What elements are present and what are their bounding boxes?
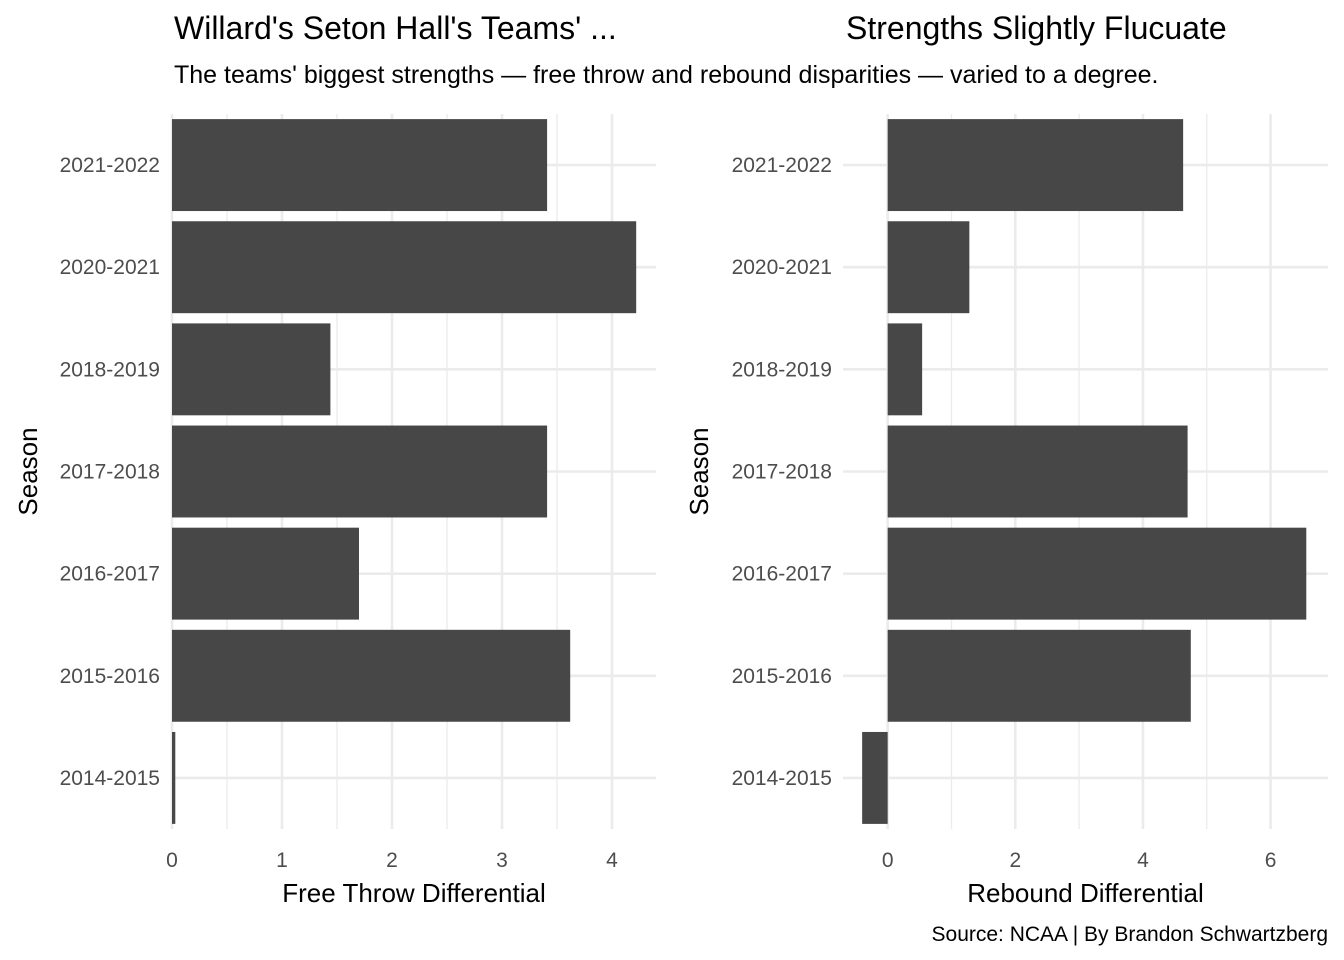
x-tick-label: 4 [606, 849, 618, 872]
bar-2020-2021 [887, 221, 970, 314]
bar-2018-2019 [887, 323, 923, 416]
bar-2018-2019 [172, 323, 331, 416]
title-left: Willard's Seton Hall's Teams' ... [174, 10, 617, 46]
caption: Source: NCAA | By Brandon Schwartzberg [932, 923, 1328, 946]
x-tick-label: 1 [276, 849, 288, 872]
y-tick-label: 2020-2021 [60, 256, 160, 279]
y-tick-label: 2018-2019 [732, 358, 832, 381]
bar-2021-2022 [887, 119, 1184, 212]
bar-2015-2016 [172, 629, 571, 722]
y-axis-title: Season [13, 427, 43, 515]
bar-2016-2017 [172, 527, 359, 620]
x-axis-title: Rebound Differential [967, 878, 1204, 908]
y-tick-label: 2014-2015 [60, 767, 160, 790]
x-tick-label: 4 [1137, 849, 1149, 872]
x-tick-label: 2 [386, 849, 398, 872]
subtitle: The teams' biggest strengths — free thro… [174, 61, 1158, 89]
y-tick-label: 2015-2016 [732, 665, 832, 688]
rebound-panel: 2021-2022 2020-2021 2018-2019 2017-2018 2016… [684, 114, 1328, 908]
free-throw-panel: 2021-2022 2020-2021 2018-2019 2017-2018 2016… [13, 114, 656, 908]
y-tick-label: 2021-2022 [60, 154, 160, 177]
bar-2017-2018 [887, 425, 1188, 518]
bar-2016-2017 [887, 527, 1307, 620]
y-tick-label: 2015-2016 [60, 665, 160, 688]
bar-2017-2018 [172, 425, 548, 518]
y-tick-label: 2016-2017 [60, 563, 160, 586]
y-tick-label: 2014-2015 [732, 767, 832, 790]
bar-2015-2016 [887, 629, 1191, 722]
y-tick-label: 2020-2021 [732, 256, 832, 279]
y-tick-label: 2018-2019 [60, 358, 160, 381]
x-tick-label: 0 [882, 849, 894, 872]
y-tick-label: 2016-2017 [732, 563, 832, 586]
y-tick-label: 2021-2022 [732, 154, 832, 177]
bar-2014-2015 [862, 731, 888, 824]
y-tick-label: 2017-2018 [60, 461, 160, 484]
y-tick-label: 2017-2018 [732, 461, 832, 484]
x-axis-title: Free Throw Differential [282, 878, 545, 908]
bar-2014-2015 [172, 731, 176, 824]
x-tick-label: 0 [166, 849, 178, 872]
y-axis-title: Season [684, 427, 714, 515]
bar-2021-2022 [172, 119, 548, 212]
x-tick-label: 6 [1265, 849, 1277, 872]
title-right: Strengths Slightly Flucuate [846, 10, 1227, 46]
x-tick-label: 2 [1009, 849, 1021, 872]
x-tick-label: 3 [496, 849, 508, 872]
bar-2020-2021 [172, 221, 637, 314]
